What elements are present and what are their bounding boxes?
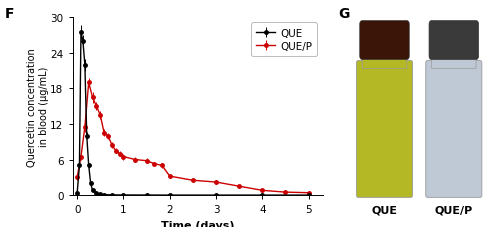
FancyBboxPatch shape [360,22,409,60]
Text: QUE: QUE [372,204,398,214]
Legend: QUE, QUE/P: QUE, QUE/P [251,23,318,57]
FancyBboxPatch shape [362,53,407,69]
X-axis label: Time (days): Time (days) [161,220,234,227]
FancyBboxPatch shape [426,61,482,197]
FancyBboxPatch shape [429,22,478,60]
FancyBboxPatch shape [432,53,476,69]
FancyBboxPatch shape [356,61,412,197]
Text: F: F [5,7,15,21]
Y-axis label: Quercetin concentration
in blood (μg/mL): Quercetin concentration in blood (μg/mL) [27,48,49,166]
Text: QUE/P: QUE/P [434,204,473,214]
Text: G: G [338,7,349,21]
